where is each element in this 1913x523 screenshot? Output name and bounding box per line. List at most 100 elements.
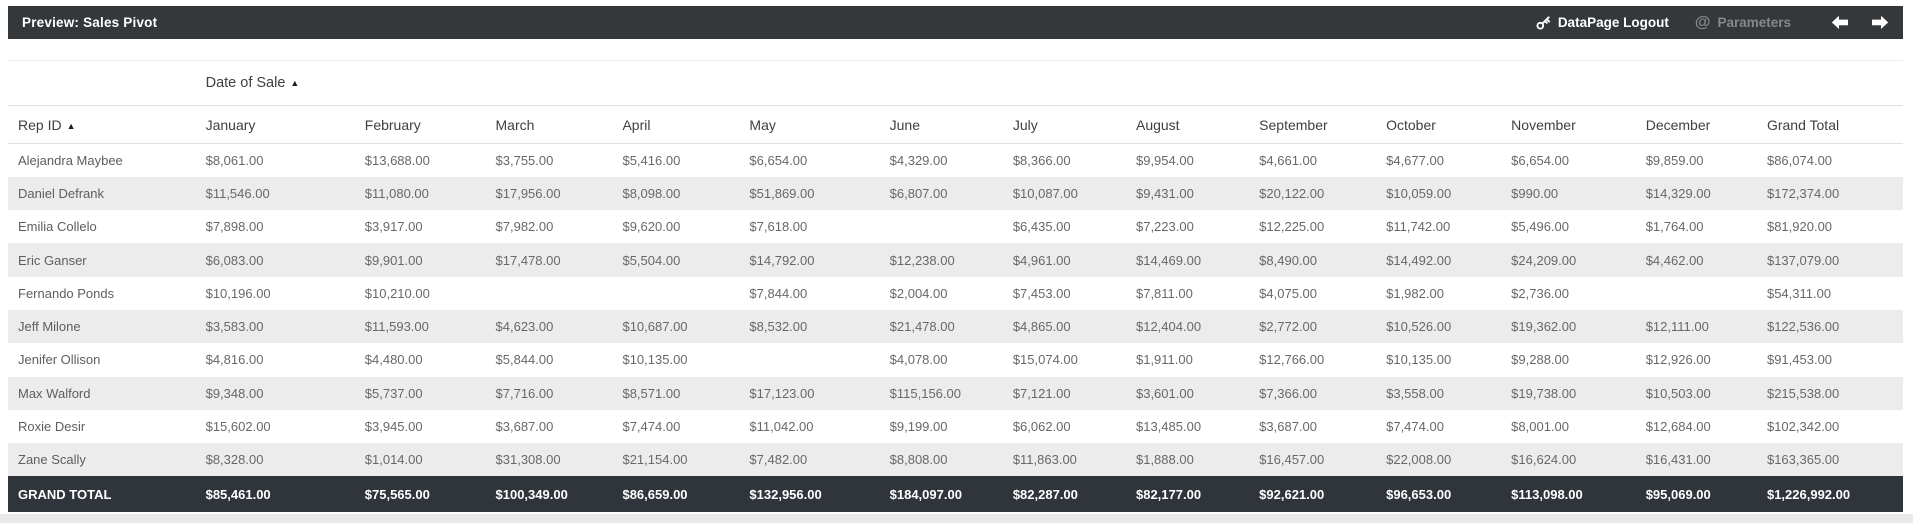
value-cell: $81,920.00 bbox=[1766, 219, 1833, 235]
page-title: Preview: Sales Pivot bbox=[22, 15, 158, 30]
table-row: Alejandra Maybee $8,061.00 $13,688.00 $3,75… bbox=[8, 144, 1903, 177]
rep-id-label: Rep ID bbox=[18, 116, 62, 133]
table-row: Jeff Milone $3,583.00 $11,593.00 $4,623.00 $… bbox=[8, 309, 1903, 344]
value-cell: $24,209.00 bbox=[1511, 252, 1577, 268]
value-cell: $12,111.00 bbox=[1645, 319, 1709, 335]
grand-total-cell: $113,098.00 bbox=[1511, 486, 1583, 502]
value-cell: $4,816.00 bbox=[205, 352, 264, 368]
value-cell: $7,482.00 bbox=[749, 452, 808, 468]
value-cell: $10,526.00 bbox=[1386, 319, 1452, 335]
column-header: April bbox=[622, 116, 651, 133]
date-of-sale-header[interactable]: Date of Sale ▲ bbox=[196, 61, 1903, 106]
grand-total-cell: $95,069.00 bbox=[1645, 486, 1711, 502]
table-row: Zane Scally $8,328.00 $1,014.00 $31,308.00 $… bbox=[8, 443, 1903, 477]
value-cell: $7,121.00 bbox=[1012, 385, 1071, 401]
value-cell: $14,329.00 bbox=[1645, 185, 1711, 201]
rep-id-header[interactable]: Rep ID ▲ bbox=[8, 106, 196, 144]
value-cell: $8,532.00 bbox=[749, 319, 808, 335]
next-arrow-icon[interactable] bbox=[1871, 15, 1889, 30]
value-cell: $9,288.00 bbox=[1511, 352, 1570, 368]
previous-arrow-icon[interactable] bbox=[1831, 15, 1849, 30]
value-cell: $9,901.00 bbox=[364, 252, 423, 268]
value-cell bbox=[486, 277, 613, 310]
grand-total-cell: $85,461.00 bbox=[205, 486, 271, 502]
value-cell: $11,742.00 bbox=[1386, 219, 1451, 235]
value-cell: $13,688.00 bbox=[364, 152, 430, 168]
value-cell: $3,687.00 bbox=[495, 419, 554, 435]
value-cell: $4,865.00 bbox=[1012, 319, 1071, 335]
value-cell: $115,156.00 bbox=[889, 385, 961, 401]
rep-name-cell: Jenifer Ollison bbox=[18, 352, 101, 368]
value-cell: $3,601.00 bbox=[1135, 385, 1194, 401]
value-cell: $6,435.00 bbox=[1012, 219, 1071, 235]
value-cell: $8,366.00 bbox=[1012, 152, 1071, 168]
grand-total-cell: $184,097.00 bbox=[889, 486, 962, 502]
value-cell: $4,480.00 bbox=[364, 352, 423, 368]
grand-total-cell: $132,956.00 bbox=[749, 486, 822, 502]
value-cell: $91,453.00 bbox=[1766, 352, 1833, 368]
grand-total-cell: $96,653.00 bbox=[1386, 486, 1452, 502]
sort-asc-icon: ▲ bbox=[66, 120, 76, 131]
value-cell: $2,736.00 bbox=[1511, 285, 1570, 301]
value-cell: $11,042.00 bbox=[749, 419, 814, 435]
value-cell: $5,737.00 bbox=[364, 385, 423, 401]
value-cell: $6,654.00 bbox=[749, 152, 808, 168]
column-header: August bbox=[1135, 116, 1180, 133]
value-cell: $51,869.00 bbox=[749, 185, 815, 201]
value-cell: $8,098.00 bbox=[622, 185, 681, 201]
value-cell: $4,078.00 bbox=[889, 352, 948, 368]
value-cell: $10,135.00 bbox=[622, 352, 688, 368]
value-cell: $7,223.00 bbox=[1135, 219, 1194, 235]
datapage-logout-label: DataPage Logout bbox=[1557, 15, 1669, 30]
column-header: October bbox=[1386, 116, 1436, 133]
value-cell: $8,061.00 bbox=[205, 152, 264, 168]
rep-name-cell: Zane Scally bbox=[18, 452, 86, 468]
pivot-table-container: Date of Sale ▲ Rep ID ▲ January February Mar… bbox=[8, 60, 1903, 513]
value-cell: $7,811.00 bbox=[1135, 285, 1193, 301]
value-cell: $3,687.00 bbox=[1259, 419, 1317, 435]
value-cell: $7,474.00 bbox=[622, 419, 681, 435]
value-cell: $20,122.00 bbox=[1259, 185, 1325, 201]
value-cell: $4,075.00 bbox=[1259, 285, 1317, 301]
value-cell: $31,308.00 bbox=[495, 452, 561, 468]
table-row: Roxie Desir $15,602.00 $3,945.00 $3,687.00 $… bbox=[8, 410, 1903, 443]
value-cell: $10,687.00 bbox=[622, 319, 688, 335]
date-of-sale-label: Date of Sale bbox=[205, 75, 286, 91]
rep-name-cell: Fernando Ponds bbox=[18, 285, 115, 301]
parameters-button[interactable]: @ Parameters bbox=[1695, 14, 1791, 32]
value-cell: $7,898.00 bbox=[205, 219, 264, 235]
value-cell: $11,080.00 bbox=[364, 185, 429, 201]
value-cell: $102,342.00 bbox=[1766, 419, 1840, 435]
value-cell: $4,329.00 bbox=[889, 152, 948, 168]
table-row: Emilia Collelo $7,898.00 $3,917.00 $7,982.0… bbox=[8, 210, 1903, 243]
value-cell: $3,755.00 bbox=[495, 152, 554, 168]
value-cell: $9,620.00 bbox=[622, 219, 681, 235]
table-row: Max Walford $9,348.00 $5,737.00 $7,716.00 $8… bbox=[8, 376, 1903, 410]
value-cell: $7,618.00 bbox=[749, 219, 808, 235]
at-icon: @ bbox=[1694, 13, 1711, 31]
table-row: Eric Ganser $6,083.00 $9,901.00 $17,478.00 $… bbox=[8, 243, 1903, 277]
value-cell: $172,374.00 bbox=[1766, 185, 1840, 201]
table-row: Fernando Ponds $10,196.00 $10,210.00 $7,844… bbox=[8, 277, 1903, 310]
table-row: Daniel Defrank $11,546.00 $11,080.00 $17,95… bbox=[8, 176, 1903, 211]
value-cell: $8,571.00 bbox=[622, 385, 681, 401]
value-cell: $10,196.00 bbox=[205, 285, 271, 301]
value-cell: $6,654.00 bbox=[1511, 152, 1570, 168]
column-header: February bbox=[364, 116, 421, 133]
datapage-logout-button[interactable]: DataPage Logout bbox=[1536, 15, 1669, 30]
value-cell: $11,593.00 bbox=[364, 319, 429, 335]
value-cell: $5,504.00 bbox=[622, 252, 681, 268]
value-cell: $14,792.00 bbox=[749, 252, 815, 268]
value-cell: $1,911.00 bbox=[1135, 352, 1193, 368]
value-cell: $8,328.00 bbox=[205, 452, 264, 468]
rep-name-cell: Daniel Defrank bbox=[18, 185, 104, 201]
value-cell: $14,469.00 bbox=[1135, 252, 1202, 268]
value-cell: $10,503.00 bbox=[1645, 385, 1711, 401]
value-cell: $4,462.00 bbox=[1645, 252, 1704, 268]
column-header: July bbox=[1012, 116, 1038, 133]
value-cell: $1,888.00 bbox=[1135, 452, 1194, 468]
value-cell: $5,844.00 bbox=[495, 352, 554, 368]
column-header-row: Rep ID ▲ January February March April May June… bbox=[8, 106, 1903, 144]
grand-total-cell: $82,177.00 bbox=[1135, 486, 1202, 502]
value-cell: $7,716.00 bbox=[495, 385, 554, 401]
